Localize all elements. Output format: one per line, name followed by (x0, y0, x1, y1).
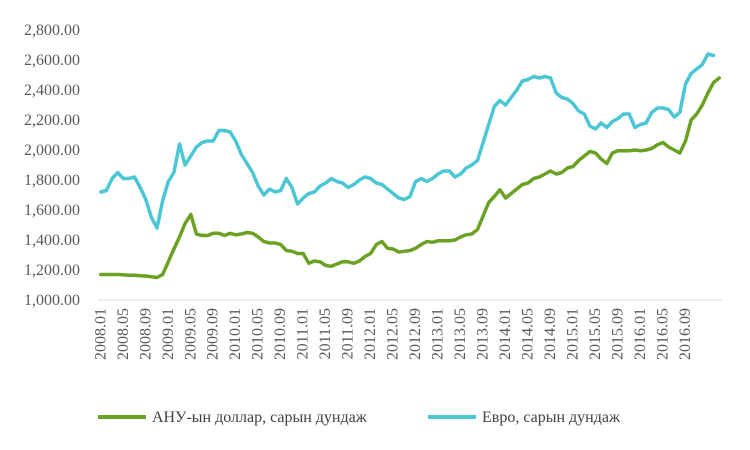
x-tick-label: 2009.01 (160, 308, 177, 360)
y-tick-label: 2,800.00 (24, 22, 80, 39)
y-tick-label: 2,000.00 (24, 142, 80, 159)
x-tick-label: 2010.09 (272, 308, 289, 360)
x-tick-label: 2008.01 (92, 308, 109, 360)
x-tick-label: 2011.09 (340, 308, 357, 359)
x-tick-label: 2014.09 (542, 308, 559, 360)
x-tick-label: 2010.05 (250, 308, 267, 360)
y-tick-label: 1,200.00 (24, 262, 80, 279)
y-tick-label: 1,600.00 (24, 202, 80, 219)
x-tick-label: 2015.01 (565, 308, 582, 360)
x-tick-label: 2011.05 (317, 308, 334, 359)
x-tick-label: 2011.01 (295, 308, 312, 359)
y-tick-label: 1,800.00 (24, 172, 80, 189)
x-tick-label: 2012.05 (385, 308, 402, 360)
legend: АНУ-ын доллар, сарын дундаж Евро, сарын … (98, 409, 621, 426)
x-tick-label: 2012.01 (362, 308, 379, 360)
eur-line (99, 52, 716, 230)
x-axis-tick-labels: 2008.01 2008.05 2008.09 2009.01 2009.05 2009.… (92, 308, 694, 360)
y-tick-label: 2,600.00 (24, 52, 80, 69)
y-tick-label: 1,400.00 (24, 232, 80, 249)
x-tick-label: 2016.09 (677, 308, 694, 360)
usd-line (99, 76, 721, 280)
x-tick-label: 2015.05 (587, 308, 604, 360)
x-tick-label: 2010.01 (227, 308, 244, 360)
y-tick-label: 2,200.00 (24, 112, 80, 129)
x-tick-label: 2014.01 (497, 308, 514, 360)
x-tick-label: 2008.05 (115, 308, 132, 360)
x-tick-label: 2014.05 (520, 308, 537, 360)
series-lines (99, 52, 721, 280)
legend-label-eur: Евро, сарын дундаж (482, 409, 621, 426)
x-tick-label: 2015.09 (610, 308, 627, 360)
x-tick-label: 2013.05 (452, 308, 469, 360)
x-tick-label: 2013.09 (475, 308, 492, 360)
x-tick-label: 2009.05 (182, 308, 199, 360)
x-tick-label: 2012.09 (407, 308, 424, 360)
y-axis-tick-labels: 1,000.00 1,200.00 1,400.00 1,600.00 1,800.00… (24, 22, 80, 309)
y-tick-label: 2,400.00 (24, 82, 80, 99)
y-tick-label: 1,000.00 (24, 292, 80, 309)
x-tick-label: 2009.09 (205, 308, 222, 360)
x-tick-label: 2016.01 (632, 308, 649, 360)
legend-label-usd: АНУ-ын доллар, сарын дундаж (152, 409, 368, 426)
x-tick-label: 2013.01 (430, 308, 447, 360)
x-tick-label: 2016.05 (654, 308, 671, 360)
x-tick-label: 2008.09 (137, 308, 154, 360)
